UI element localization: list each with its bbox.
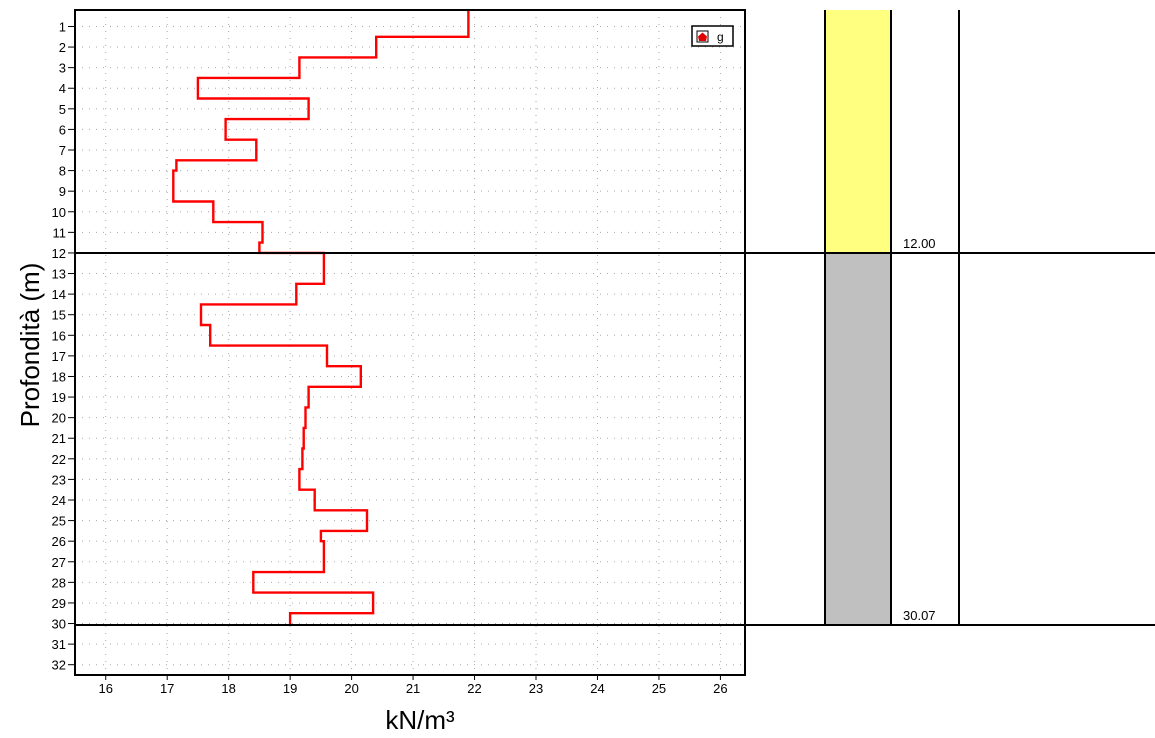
grid-lines xyxy=(68,10,745,680)
y-tick-label: 20 xyxy=(52,411,66,426)
x-tick-label: 25 xyxy=(652,681,666,696)
y-tick-label: 15 xyxy=(52,308,66,323)
x-tick-label: 16 xyxy=(98,681,112,696)
y-tick-label: 11 xyxy=(53,225,67,240)
y-tick-label: 24 xyxy=(52,493,66,508)
x-tick-label: 22 xyxy=(467,681,481,696)
y-tick-label: 29 xyxy=(52,596,66,611)
y-tick-label: 13 xyxy=(52,267,66,282)
x-tick-label: 26 xyxy=(713,681,727,696)
x-tick-label: 23 xyxy=(529,681,543,696)
x-axis-title: kN/m³ xyxy=(385,705,455,735)
strat-layer-fill xyxy=(825,10,891,253)
y-tick-label: 27 xyxy=(52,555,66,570)
x-tick-label: 20 xyxy=(344,681,358,696)
y-tick-label: 5 xyxy=(59,102,66,117)
y-axis-title: Profondità (m) xyxy=(15,263,45,428)
x-tick-label: 17 xyxy=(160,681,174,696)
y-tick-label: 9 xyxy=(59,184,66,199)
legend-entry-g: g xyxy=(717,30,724,44)
legend: g xyxy=(691,25,734,47)
y-tick-label: 7 xyxy=(59,143,66,158)
y-tick-labels: 1234567891011121314151617181920212223242… xyxy=(52,19,66,672)
y-tick-label: 14 xyxy=(52,287,66,302)
y-tick-label: 2 xyxy=(59,40,66,55)
y-tick-label: 19 xyxy=(52,390,66,405)
x-tick-label: 24 xyxy=(590,681,604,696)
y-tick-label: 10 xyxy=(52,205,66,220)
y-tick-label: 6 xyxy=(59,122,66,137)
y-tick-label: 1 xyxy=(59,19,66,34)
legend-marker-icon xyxy=(698,32,707,41)
y-tick-label: 31 xyxy=(52,637,66,652)
y-tick-label: 21 xyxy=(52,431,66,446)
x-tick-label: 19 xyxy=(283,681,297,696)
y-tick-label: 32 xyxy=(52,658,66,673)
strat-depth-label: 30.07 xyxy=(903,608,936,623)
y-tick-label: 23 xyxy=(52,472,66,487)
y-tick-label: 28 xyxy=(52,575,66,590)
y-tick-label: 12 xyxy=(52,246,66,261)
y-tick-label: 8 xyxy=(59,164,66,179)
y-tick-label: 16 xyxy=(52,328,66,343)
y-tick-label: 26 xyxy=(52,534,66,549)
y-tick-label: 30 xyxy=(52,617,66,632)
y-tick-label: 25 xyxy=(52,514,66,529)
series-line-g xyxy=(172,10,470,625)
layer-boundary-lines xyxy=(75,251,1155,626)
x-tick-labels: 16 17 18 19 20 21 22 23 24 25 26 xyxy=(98,681,727,696)
strat-layer-fill xyxy=(825,252,891,625)
y-tick-label: 18 xyxy=(52,369,66,384)
plot-frame xyxy=(74,9,746,676)
y-tick-label: 4 xyxy=(59,81,66,96)
strat-depth-label: 12.00 xyxy=(903,236,936,251)
x-tick-label: 21 xyxy=(406,681,420,696)
y-tick-label: 22 xyxy=(52,452,66,467)
y-tick-label: 17 xyxy=(52,349,66,364)
x-tick-label: 18 xyxy=(221,681,235,696)
y-tick-label: 3 xyxy=(59,61,66,76)
stratigraphy-column: 12.00 30.07 xyxy=(824,10,960,625)
series-lines xyxy=(172,10,470,625)
